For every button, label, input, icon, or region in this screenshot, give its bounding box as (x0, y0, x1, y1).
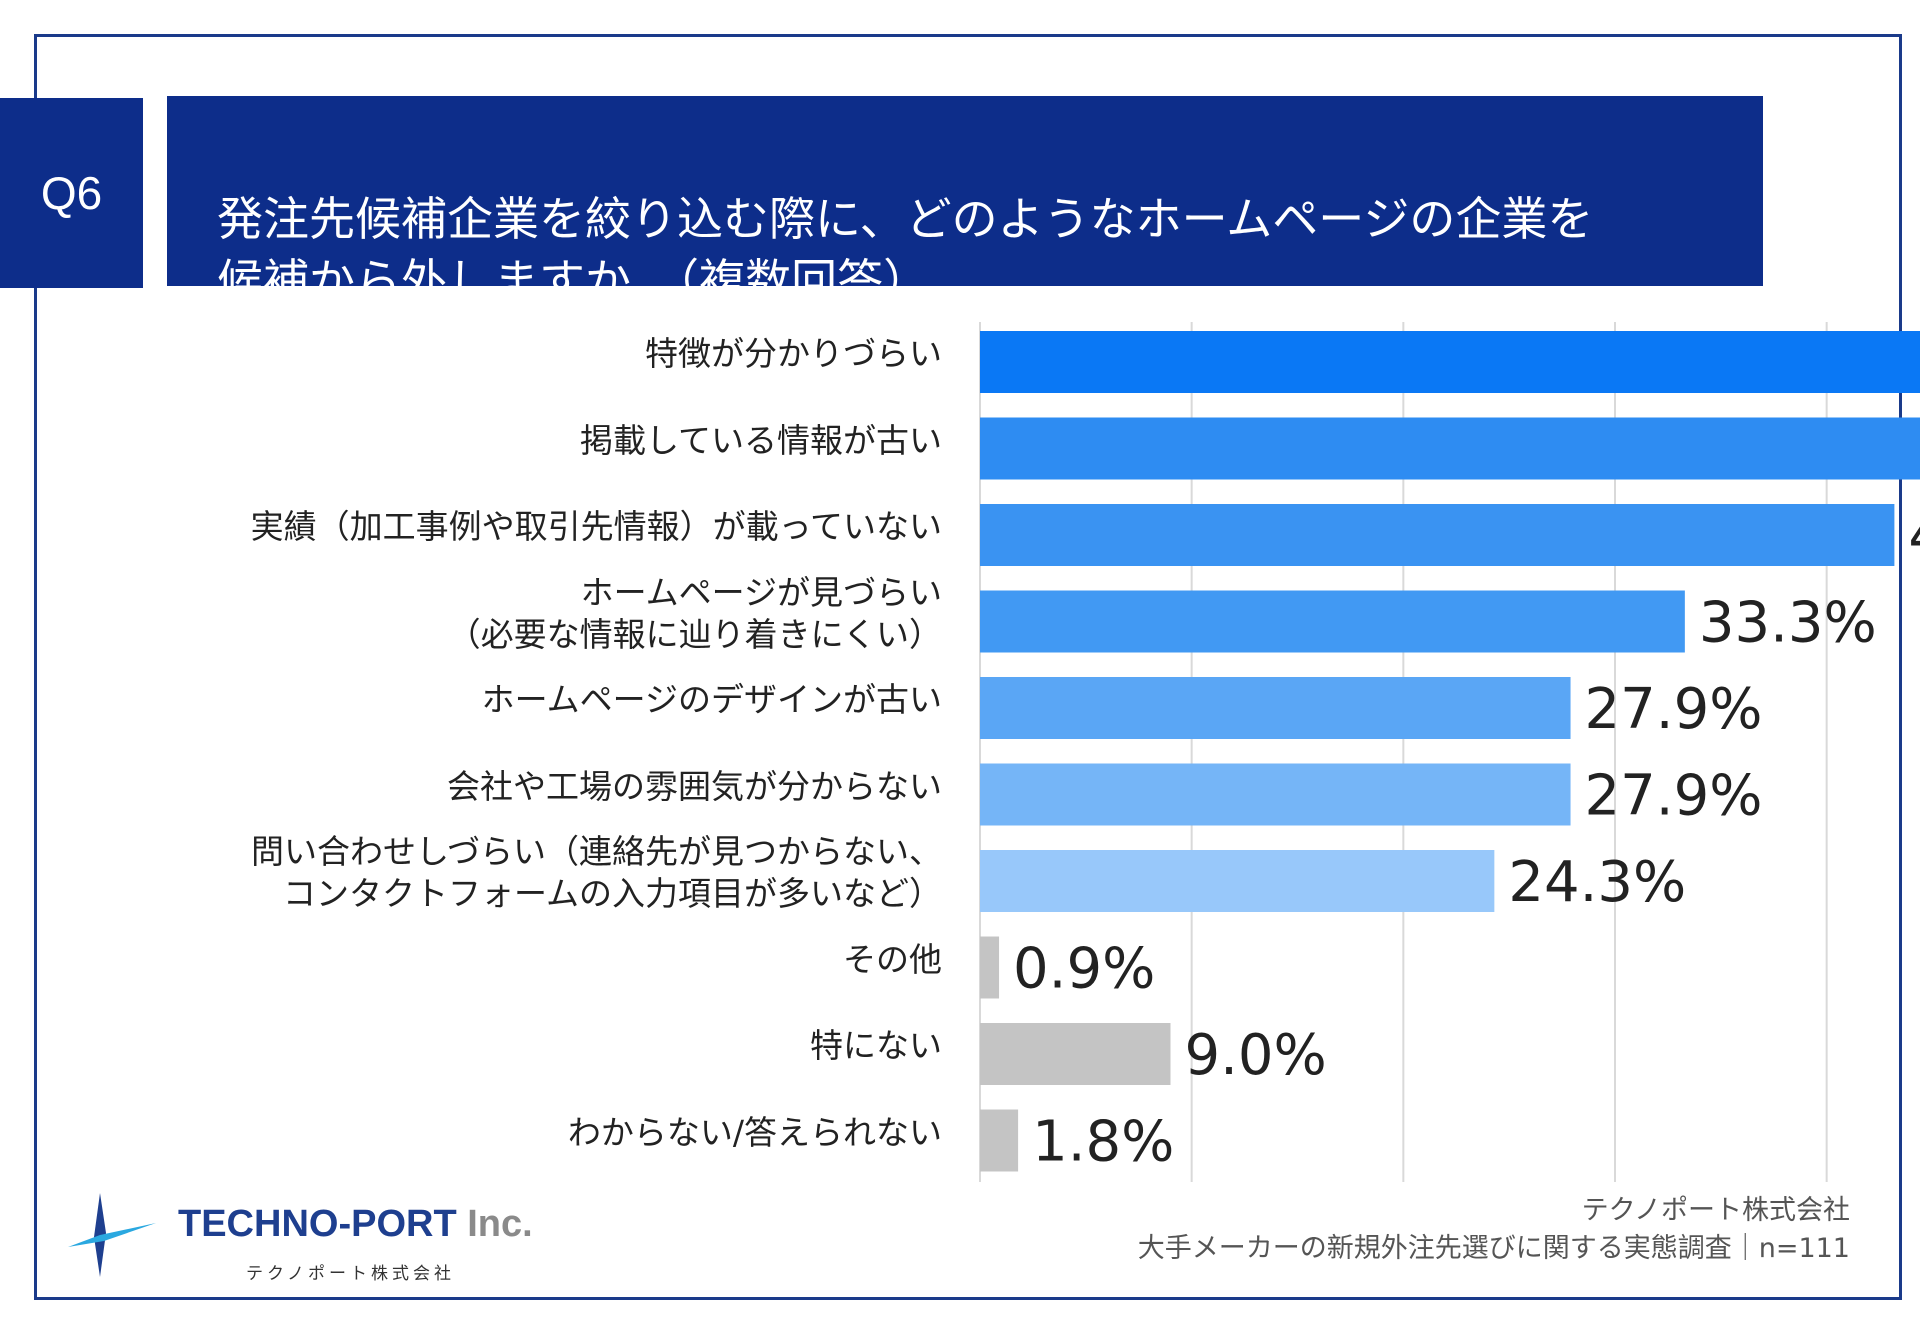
compass-star-icon (68, 1193, 156, 1277)
category-label: ホームページのデザインが古い (481, 680, 942, 719)
bar-value-label: 9.0% (1185, 1023, 1327, 1088)
logo-name: TECHNO-PORT (178, 1203, 457, 1245)
category-label: 実績（加工事例や取引先情報）が載っていない (250, 507, 942, 546)
bar (980, 850, 1495, 912)
bar (980, 763, 1571, 826)
question-title: 発注先候補企業を絞り込む際に、どのようなホームページの企業を 候補から外しますか… (217, 192, 1594, 308)
bar-value-label: 27.9% (1585, 677, 1763, 742)
logo-subtitle: テクノポート株式会社 (246, 1264, 455, 1284)
category-label: その他 (843, 939, 942, 979)
bar (980, 677, 1571, 739)
bar-value-label: 27.9% (1585, 764, 1763, 829)
bar-value-label: 24.3% (1508, 850, 1686, 915)
bar-value-label: 43.2% (1908, 504, 1920, 569)
bar (980, 1023, 1171, 1085)
category-label: 特徴が分かりづらい (645, 334, 942, 373)
question-number-badge: Q6 (0, 98, 143, 288)
source-note: テクノポート株式会社 大手メーカーの新規外注先選びに関する実態調査｜n=111 (1138, 1192, 1850, 1268)
bar-value-label: 1.8% (1032, 1110, 1174, 1175)
category-label: わからない/答えられない (567, 1112, 942, 1152)
question-number: Q6 (40, 167, 103, 219)
techno-port-logo: TECHNO-PORT Inc. テクノポート株式会社 (60, 1185, 540, 1285)
logo-suffix: Inc. (456, 1203, 533, 1245)
category-label: 掲載している情報が古い (579, 420, 942, 460)
bar-value-label: 0.9% (1013, 937, 1155, 1002)
category-label: 問い合わせしづらい（連絡先が見つからない、 コンタクトフォームの入力項目が多いな… (250, 832, 942, 913)
outer-frame (34, 34, 1902, 1300)
category-label: ホームページが見づらい （必要な情報に辿り着きにくい） (447, 572, 942, 654)
bar (980, 936, 1000, 999)
question-title-box: 発注先候補企業を絞り込む際に、どのようなホームページの企業を 候補から外しますか… (167, 96, 1763, 308)
source-survey: 大手メーカーの新規外注先選びに関する実態調査｜n=111 (1137, 1233, 1850, 1264)
bar-value-label: 33.3% (1699, 591, 1877, 656)
bar (980, 417, 1920, 480)
logo-wordmark: TECHNO-PORT Inc. (178, 1203, 533, 1246)
category-label: 会社や工場の雰囲気が分からない (447, 766, 942, 806)
bar (980, 504, 1895, 566)
bar (980, 590, 1685, 653)
source-company: テクノポート株式会社 (1581, 1195, 1850, 1226)
bar (980, 1109, 1019, 1172)
bar (980, 331, 1920, 393)
category-labels: 特徴が分かりづらい掲載している情報が古い実績（加工事例や取引先情報）が載っていな… (80, 0, 942, 1329)
category-label: 特にない (810, 1026, 942, 1065)
